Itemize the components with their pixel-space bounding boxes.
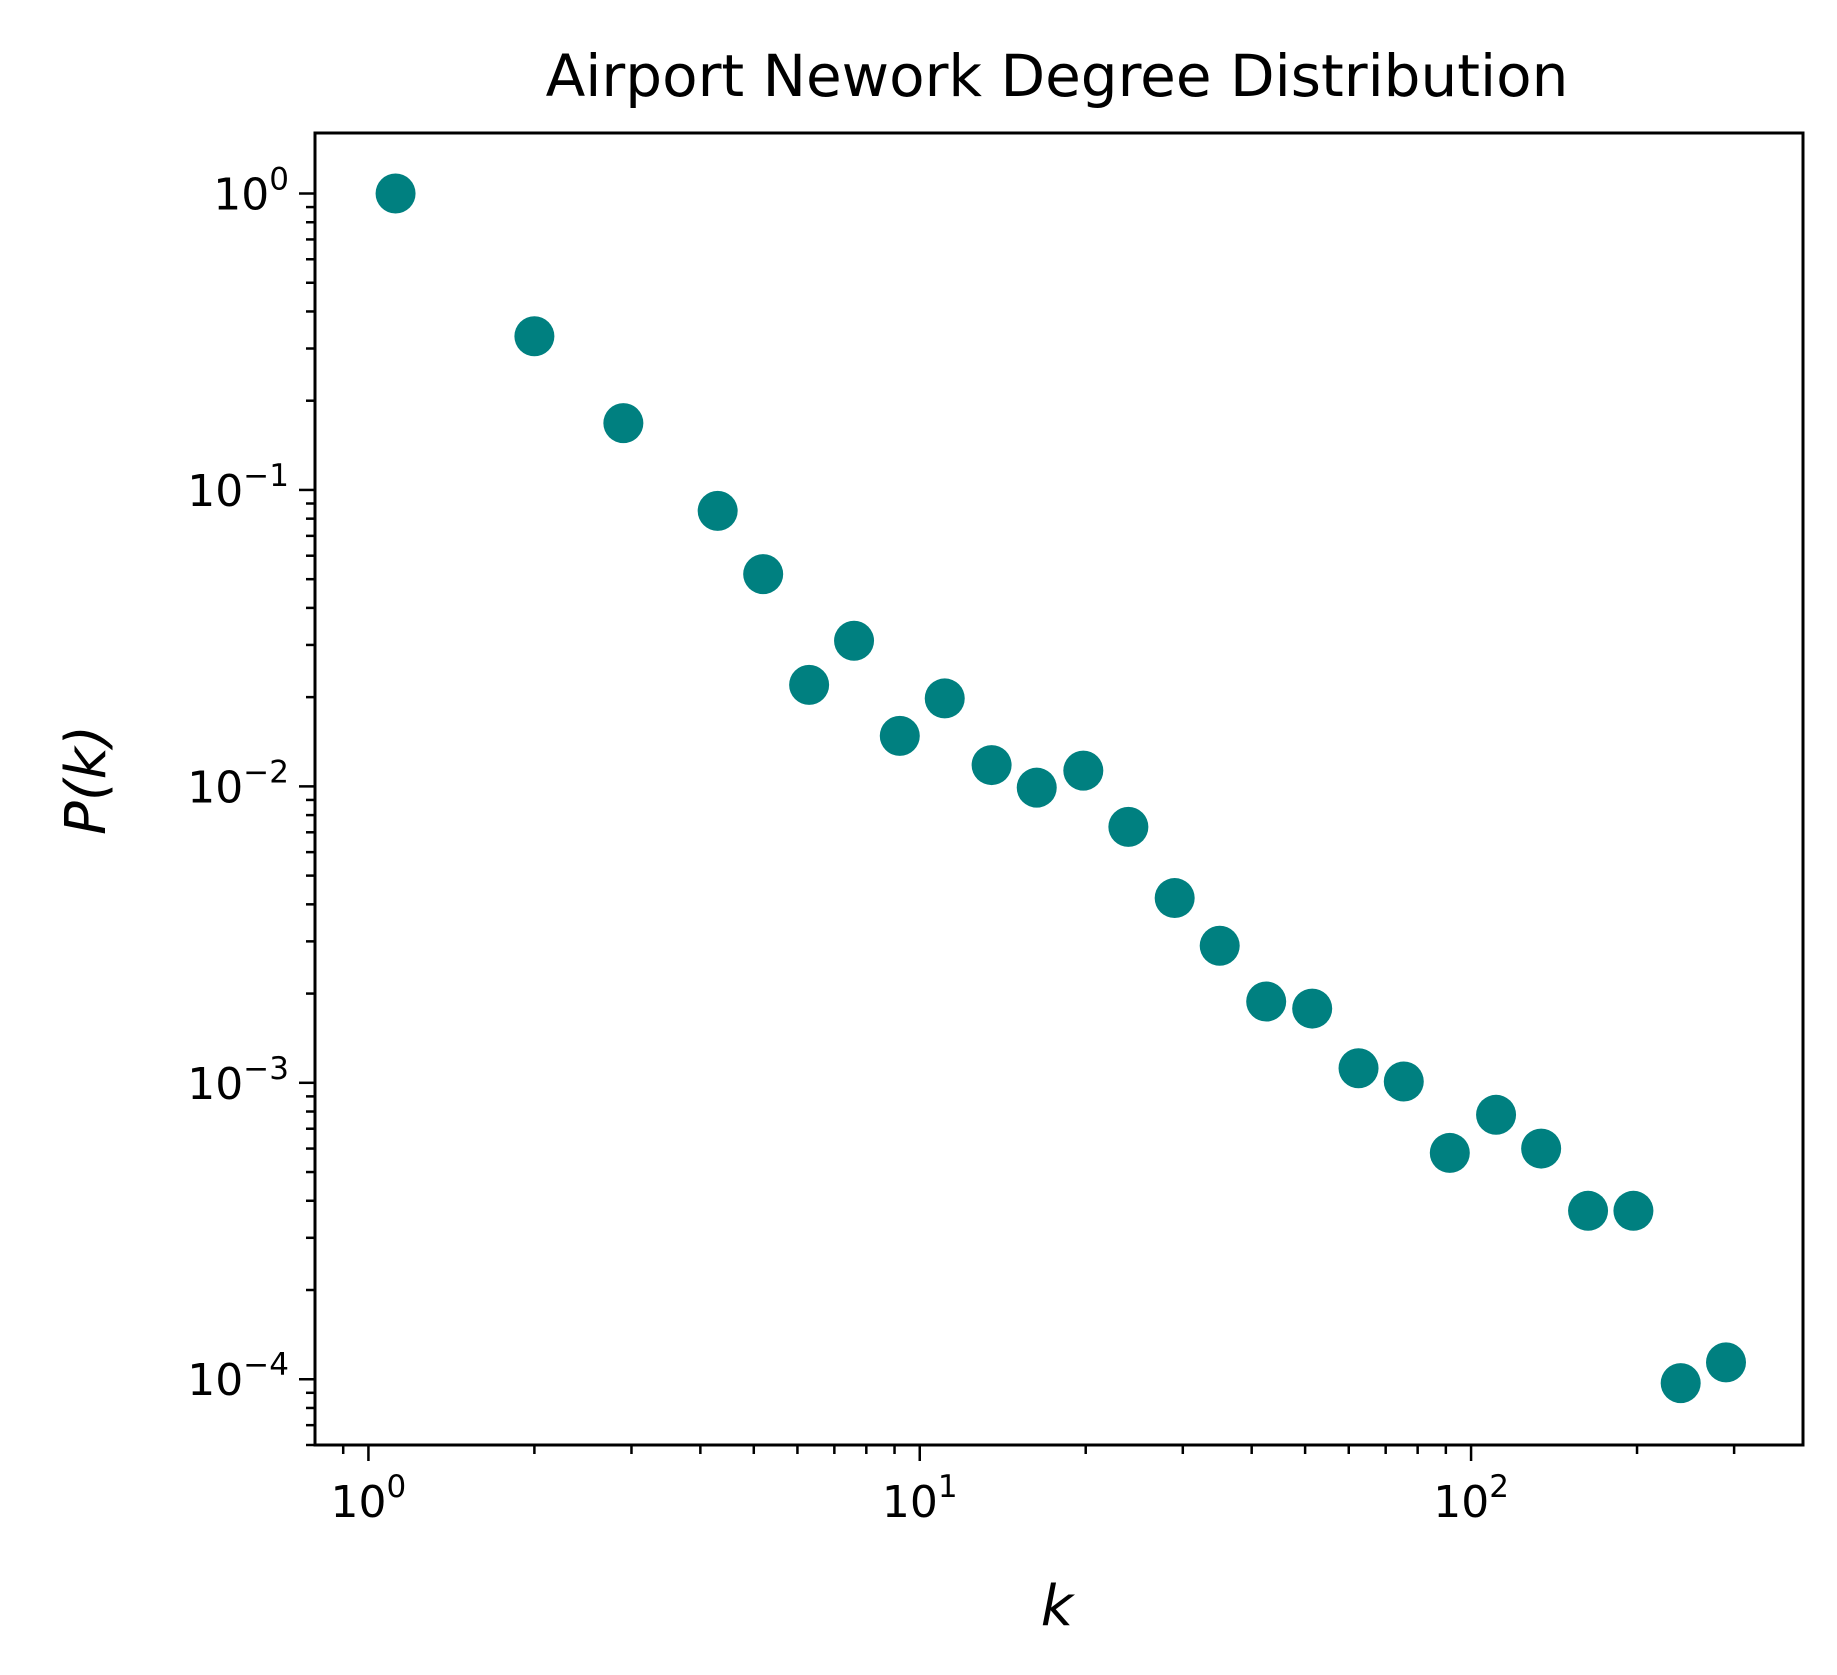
plot-area-frame [313,131,1805,1447]
data-point-19 [1383,1061,1424,1102]
data-point-20 [1429,1132,1470,1173]
major-ticks [299,192,1473,1461]
x-tick-label: 100 [331,1469,407,1528]
data-point-7 [834,620,875,661]
data-point-21 [1476,1094,1517,1135]
chart-title: Airport Nework Degree Distribution [546,42,1569,110]
data-point-6 [789,664,830,705]
y-tick-label: 10−3 [187,1051,289,1110]
data-point-8 [879,715,920,756]
y-tick-label: 10−2 [187,754,289,813]
minor-ticks [306,205,1736,1454]
y-tick-label: 10−1 [187,458,289,517]
y-tick-label: 100 [213,162,289,221]
data-point-4 [697,490,738,531]
data-point-3 [603,403,644,444]
data-point-12 [1063,750,1104,791]
data-point-22 [1521,1128,1562,1169]
data-point-10 [971,745,1012,786]
data-point-2 [514,316,555,357]
data-point-15 [1199,925,1240,966]
y-tick-labels: 100 10−1 10−2 10−3 10−4 [187,162,289,1407]
data-point-1 [375,173,416,214]
data-point-5 [743,554,784,595]
x-tick-label: 101 [882,1469,958,1528]
data-point-14 [1154,878,1195,919]
data-point-9 [924,678,965,719]
data-point-17 [1292,988,1333,1029]
data-point-23 [1568,1190,1609,1231]
data-point-18 [1338,1048,1379,1089]
y-tick-label: 10−4 [187,1347,289,1406]
data-point-16 [1246,981,1287,1022]
y-axis-label: P(k) [54,725,119,835]
data-point-24 [1613,1190,1654,1231]
data-point-11 [1016,767,1057,808]
data-point-25 [1660,1363,1701,1404]
x-tick-label: 102 [1433,1469,1509,1528]
x-axis-label: k [1041,1574,1076,1639]
data-point-13 [1108,806,1149,847]
x-tick-labels: 100 101 102 [331,1469,1509,1528]
data-points [375,173,1747,1404]
data-point-26 [1706,1342,1747,1383]
